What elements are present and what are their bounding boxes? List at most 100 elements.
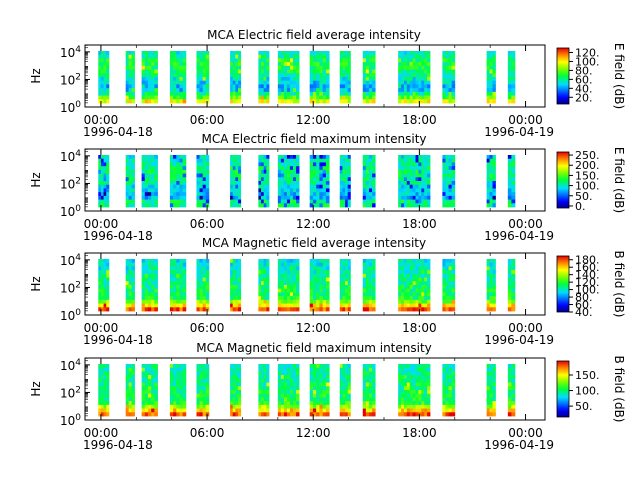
- data-interval-block: [362, 259, 376, 312]
- spectrogram-panel-2: MCA Electric field maximum intensity 100 1…: [29, 132, 626, 243]
- x-end-date: 1996-04-19: [484, 333, 554, 347]
- data-interval-block: [339, 364, 351, 417]
- y-tick-label: 104: [60, 253, 81, 268]
- data-interval-block: [169, 259, 187, 312]
- data-interval-block: [169, 51, 187, 104]
- data-interval-block: [486, 51, 496, 104]
- data-interval-block: [442, 51, 456, 104]
- data-interval-block: [196, 364, 210, 417]
- colorbar-tick-label: 140.: [575, 269, 600, 282]
- data-interval-block: [507, 259, 516, 312]
- y-tick-label: 100: [60, 100, 81, 115]
- data-interval-block: [141, 364, 158, 417]
- y-axis-label: Hz: [29, 381, 43, 396]
- panel-title: MCA Electric field average intensity: [207, 28, 421, 42]
- data-interval-block: [258, 155, 270, 208]
- data-interval-block: [125, 364, 135, 417]
- x-start-date: 1996-04-18: [83, 438, 153, 452]
- colorbar-tick-label: 80.: [575, 291, 593, 304]
- y-tick-label: 102: [60, 385, 81, 400]
- data-interval-block: [230, 259, 242, 312]
- plot-frame: [84, 148, 546, 212]
- colorbar-tick-label: 100.: [575, 180, 600, 193]
- data-interval-block: [277, 155, 300, 208]
- colorbar-tick-label: 160.: [575, 261, 600, 274]
- data-interval-block: [258, 259, 270, 312]
- colorbar-tick-label: 150.: [575, 369, 600, 382]
- x-tick-label: 12:00: [296, 426, 331, 440]
- data-interval-block: [362, 364, 376, 417]
- spectrogram-panel-1: MCA Electric field average intensity1001…: [29, 28, 626, 139]
- x-tick-label: 18:00: [402, 217, 437, 231]
- colorbar-label: E field (dB): [612, 147, 626, 213]
- y-tick-label: 104: [60, 45, 81, 60]
- colorbar-tick-label: 40.: [575, 306, 593, 319]
- y-axis-label: Hz: [29, 276, 43, 291]
- x-tick-label: 12:00: [296, 217, 331, 231]
- x-tick-label: 18:00: [402, 426, 437, 440]
- colorbar-tick-label: 100.: [575, 385, 600, 398]
- data-interval-block: [309, 155, 330, 208]
- x-tick-label: 00:00: [84, 426, 119, 440]
- data-interval-block: [141, 51, 158, 104]
- data-interval-block: [362, 155, 376, 208]
- y-tick-label: 100: [60, 308, 81, 323]
- y-tick-label: 102: [60, 176, 81, 191]
- data-interval-block: [486, 155, 496, 208]
- panel-title: MCA Electric field maximum intensity: [201, 132, 426, 146]
- x-start-date: 1996-04-18: [83, 125, 153, 139]
- data-interval-block: [442, 155, 456, 208]
- data-interval-block: [507, 51, 516, 104]
- colorbar-tick-label: 60.: [575, 73, 593, 86]
- data-interval-block: [196, 259, 210, 312]
- data-interval-block: [258, 51, 270, 104]
- data-interval-block: [277, 51, 300, 104]
- x-tick-label: 06:00: [190, 321, 225, 335]
- data-interval-block: [486, 364, 496, 417]
- data-interval-block: [507, 155, 516, 208]
- colorbar-tick-label: 50.: [575, 400, 593, 413]
- colorbar: 50. 100. 150. B field (dB): [556, 356, 626, 422]
- colorbar: 0.50.100.150.200.250. E field (dB): [556, 147, 626, 213]
- y-tick-label: 100: [60, 413, 81, 428]
- colorbar-tick-label: 150.: [575, 169, 600, 182]
- data-interval-block: [398, 364, 431, 417]
- x-tick-label: 06:00: [190, 217, 225, 231]
- x-tick-label: 00:00: [508, 321, 543, 335]
- data-interval-block: [398, 51, 431, 104]
- x-tick-label: 18:00: [402, 321, 437, 335]
- y-tick-label: 100: [60, 204, 81, 219]
- colorbar-tick-label: 250.: [575, 149, 600, 162]
- y-axis-label: Hz: [29, 172, 43, 187]
- data-interval-block: [98, 259, 110, 312]
- data-interval-block: [230, 155, 242, 208]
- x-tick-label: 00:00: [84, 113, 119, 127]
- data-interval-block: [442, 259, 456, 312]
- data-interval-block: [309, 51, 330, 104]
- colorbar-tick-label: 120.: [575, 46, 600, 59]
- x-tick-label: 06:00: [190, 113, 225, 127]
- spectrogram-panel-3: MCA Magnetic field average intensity1001…: [29, 236, 626, 347]
- data-interval-block: [507, 364, 516, 417]
- data-interval-block: [442, 364, 456, 417]
- colorbar-tick-label: 180.: [575, 254, 600, 267]
- x-end-date: 1996-04-19: [484, 125, 554, 139]
- data-interval-block: [230, 51, 242, 104]
- data-interval-block: [169, 155, 187, 208]
- colorbar: 20.40.60.80.100.120. E field (dB): [556, 43, 626, 109]
- x-tick-label: 12:00: [296, 113, 331, 127]
- data-interval-block: [141, 155, 158, 208]
- data-interval-block: [309, 259, 330, 312]
- data-interval-block: [277, 259, 300, 312]
- data-interval-block: [196, 51, 210, 104]
- x-start-date: 1996-04-18: [83, 333, 153, 347]
- x-tick-label: 12:00: [296, 321, 331, 335]
- data-interval-block: [486, 259, 496, 312]
- data-interval-block: [309, 364, 330, 417]
- plot-frame: [84, 252, 546, 316]
- colorbar-tick-label: 60.: [575, 299, 593, 312]
- data-interval-block: [125, 155, 135, 208]
- y-tick-label: 104: [60, 358, 81, 373]
- data-interval-block: [196, 155, 210, 208]
